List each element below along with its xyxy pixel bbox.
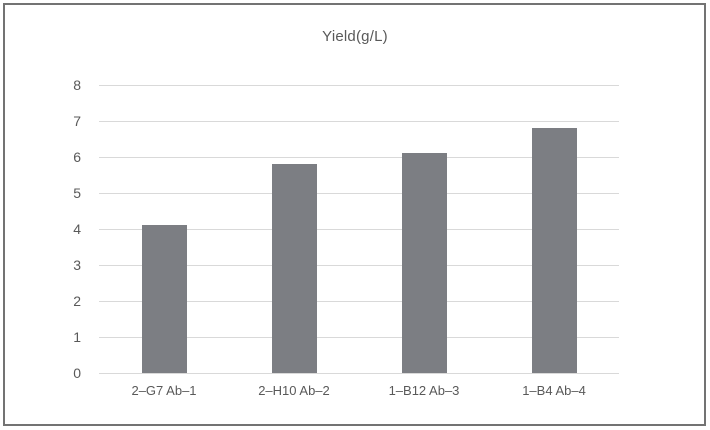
bar-2 — [271, 164, 317, 373]
gridline-y-6 — [99, 156, 619, 158]
y-tick-label-2: 2 — [73, 293, 81, 309]
gridline-y-7 — [99, 120, 619, 122]
y-tick-label-1: 1 — [73, 329, 81, 345]
y-tick-label-0: 0 — [73, 365, 81, 381]
bar-1 — [141, 225, 187, 373]
y-tick-label-6: 6 — [73, 149, 81, 165]
y-tick-label-5: 5 — [73, 185, 81, 201]
x-category-label-3: 1–B12 Ab–3 — [388, 383, 460, 398]
gridline-y-5 — [99, 192, 619, 194]
y-tick-label-8: 8 — [73, 77, 81, 93]
x-category-label-2: 2–H10 Ab–2 — [258, 383, 330, 398]
gridline-y-4 — [99, 228, 619, 230]
y-tick-label-4: 4 — [73, 221, 81, 237]
bar-3 — [401, 153, 447, 373]
x-category-label-1: 2–G7 Ab–1 — [131, 383, 197, 398]
bar-4 — [531, 128, 577, 373]
chart-title: Yield(g/L) — [322, 28, 388, 45]
x-category-label-4: 1–B4 Ab–4 — [522, 383, 586, 398]
plot-area: 0 1 2 3 4 5 6 7 8 2–G7 Ab–1 2–H10 Ab–2 1–B12 Ab–3 1… — [73, 78, 619, 398]
gridline-y-1 — [99, 336, 619, 338]
gridline-y-2 — [99, 300, 619, 302]
y-tick-label-3: 3 — [73, 257, 81, 273]
y-tick-label-7: 7 — [73, 113, 81, 129]
gridline-y-3 — [99, 264, 619, 266]
gridline-y-0 — [99, 372, 619, 374]
gridline-y-8 — [99, 84, 619, 86]
